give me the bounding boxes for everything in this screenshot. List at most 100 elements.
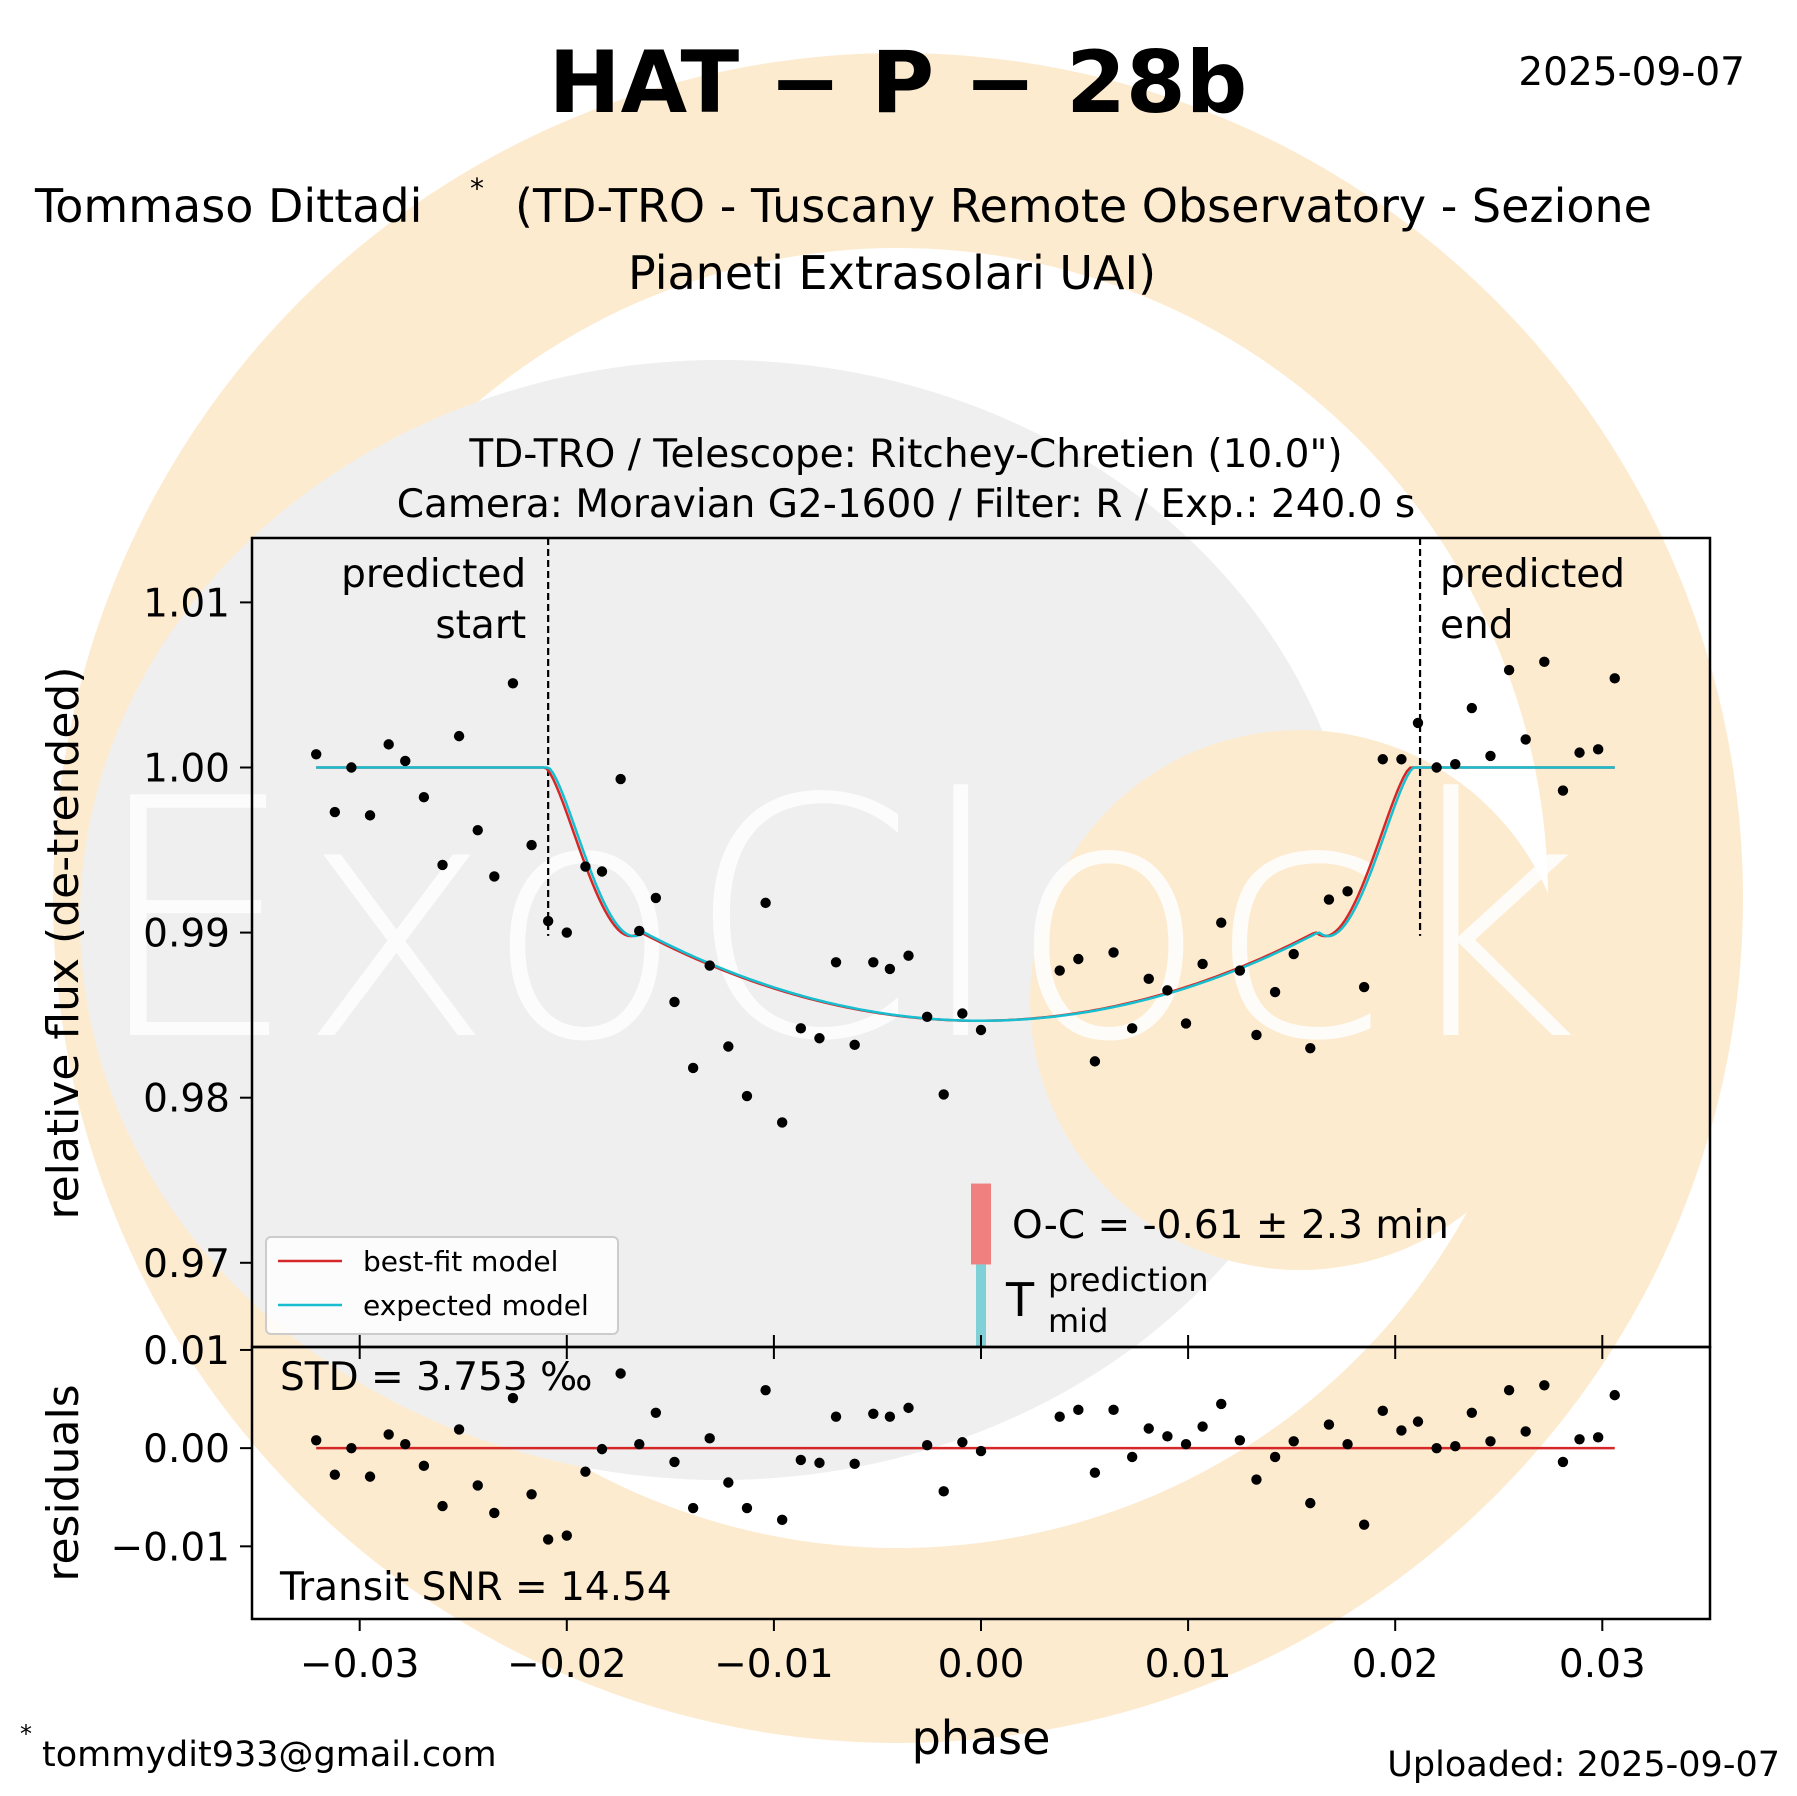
residual-point bbox=[903, 1402, 914, 1414]
y-tick-label-main: 0.99 bbox=[143, 912, 230, 957]
residual-point bbox=[868, 1408, 879, 1419]
flux-point bbox=[1520, 734, 1531, 745]
flux-point bbox=[1108, 947, 1119, 958]
y-tick-label-residuals: −0.01 bbox=[110, 1525, 230, 1570]
observer-affiliation-line2: Pianeti Extrasolari UAI) bbox=[628, 246, 1156, 300]
flux-point bbox=[776, 1117, 788, 1128]
contact-email: tommydit933@gmail.com bbox=[42, 1735, 497, 1775]
residual-point bbox=[329, 1469, 341, 1480]
flux-point bbox=[1073, 953, 1084, 965]
residual-point bbox=[364, 1471, 376, 1482]
flux-point bbox=[1143, 973, 1154, 985]
y-axis-label-residuals: residuals bbox=[38, 1384, 89, 1581]
flux-point bbox=[1539, 656, 1550, 668]
flux-point bbox=[472, 825, 483, 836]
flux-point bbox=[1450, 758, 1461, 770]
flux-point bbox=[687, 1062, 699, 1074]
flux-point bbox=[1358, 981, 1370, 993]
flux-point bbox=[1089, 1056, 1101, 1067]
predicted-end-label-1: predicted bbox=[1440, 552, 1625, 597]
snr-label: Transit SNR = 14.54 bbox=[279, 1565, 672, 1610]
flux-point bbox=[975, 1024, 987, 1036]
flux-point bbox=[921, 1011, 933, 1022]
residual-point bbox=[1377, 1405, 1388, 1417]
flux-point bbox=[704, 960, 715, 971]
flux-point bbox=[364, 810, 376, 821]
flux-point bbox=[1305, 1042, 1316, 1054]
flux-point bbox=[1197, 958, 1208, 970]
main-clip-group bbox=[311, 538, 1620, 1347]
tmid-label-main: T bbox=[1005, 1273, 1035, 1327]
residual-point bbox=[975, 1445, 987, 1457]
residual-point bbox=[1431, 1442, 1442, 1454]
flux-point bbox=[437, 859, 448, 871]
flux-point bbox=[903, 950, 914, 961]
residual-point bbox=[957, 1437, 968, 1448]
residual-point bbox=[383, 1429, 394, 1440]
flux-point bbox=[760, 897, 771, 909]
residual-point bbox=[830, 1411, 842, 1422]
x-tick-label: −0.02 bbox=[507, 1642, 627, 1687]
residual-point bbox=[1520, 1426, 1531, 1437]
residual-point bbox=[723, 1477, 734, 1488]
residual-point bbox=[1485, 1436, 1496, 1447]
plot-title: HAT − P − 28b bbox=[549, 33, 1248, 133]
residual-point bbox=[1539, 1380, 1550, 1391]
residual-point bbox=[1126, 1451, 1138, 1463]
flux-point bbox=[596, 866, 608, 877]
residual-point bbox=[650, 1407, 662, 1418]
flux-point bbox=[1466, 702, 1478, 714]
residual-point bbox=[596, 1443, 608, 1455]
residual-point bbox=[760, 1385, 771, 1396]
residual-point bbox=[849, 1458, 860, 1470]
residual-point bbox=[472, 1480, 483, 1491]
residual-point bbox=[400, 1439, 411, 1450]
watermark-logo: ExoClock bbox=[53, 53, 1743, 1743]
flux-point bbox=[489, 871, 500, 882]
x-tick-label: 0.02 bbox=[1352, 1642, 1439, 1687]
flux-point bbox=[1126, 1023, 1138, 1034]
flux-point bbox=[542, 915, 554, 927]
residual-point bbox=[1342, 1439, 1353, 1450]
logo-peach-circle bbox=[1030, 730, 1570, 1270]
flux-point bbox=[1431, 762, 1442, 773]
flux-point bbox=[580, 861, 591, 872]
flux-point bbox=[1503, 664, 1515, 676]
flux-point bbox=[1342, 886, 1353, 897]
watermark-text: ExoClock bbox=[90, 729, 1582, 1113]
y-axis-label-main: relative flux (de-trended) bbox=[38, 666, 89, 1219]
residual-point bbox=[1557, 1456, 1569, 1468]
x-tick-label: −0.03 bbox=[300, 1642, 420, 1687]
y-tick-label-residuals: 0.01 bbox=[143, 1329, 230, 1374]
y-tick-label-main: 1.00 bbox=[143, 746, 230, 791]
flux-point bbox=[1162, 985, 1173, 996]
tmid-bar bbox=[976, 1264, 986, 1347]
residual-point bbox=[346, 1442, 357, 1454]
residual-point bbox=[1269, 1451, 1281, 1463]
observer-affiliation-line1: (TD-TRO - Tuscany Remote Observatory - S… bbox=[515, 179, 1652, 233]
x-tick-label: −0.01 bbox=[714, 1642, 834, 1687]
residual-point bbox=[1197, 1421, 1208, 1432]
flux-point bbox=[400, 755, 411, 767]
observer-name: Tommaso Dittadi bbox=[34, 179, 422, 233]
flux-point bbox=[669, 996, 680, 1008]
residual-point bbox=[1234, 1435, 1246, 1446]
residual-point bbox=[437, 1500, 448, 1512]
residual-point bbox=[704, 1433, 715, 1444]
residual-point bbox=[1450, 1440, 1461, 1452]
flux-point bbox=[507, 678, 519, 689]
y-tick-label-main: 0.97 bbox=[143, 1242, 230, 1287]
residual-point bbox=[542, 1534, 554, 1545]
flux-point bbox=[453, 730, 465, 742]
residual-point bbox=[526, 1489, 537, 1500]
tmid-label-sub: mid bbox=[1048, 1302, 1108, 1340]
residual-point bbox=[1054, 1411, 1065, 1422]
residual-point bbox=[669, 1456, 680, 1468]
flux-point bbox=[1485, 750, 1496, 762]
flux-point bbox=[311, 749, 322, 760]
residual-point bbox=[1305, 1497, 1316, 1509]
x-axis-label: phase bbox=[912, 1711, 1051, 1765]
legend-best-fit-label: best-fit model bbox=[363, 1245, 558, 1278]
predicted-end-label-2: end bbox=[1440, 603, 1513, 648]
flux-point bbox=[1251, 1029, 1262, 1041]
